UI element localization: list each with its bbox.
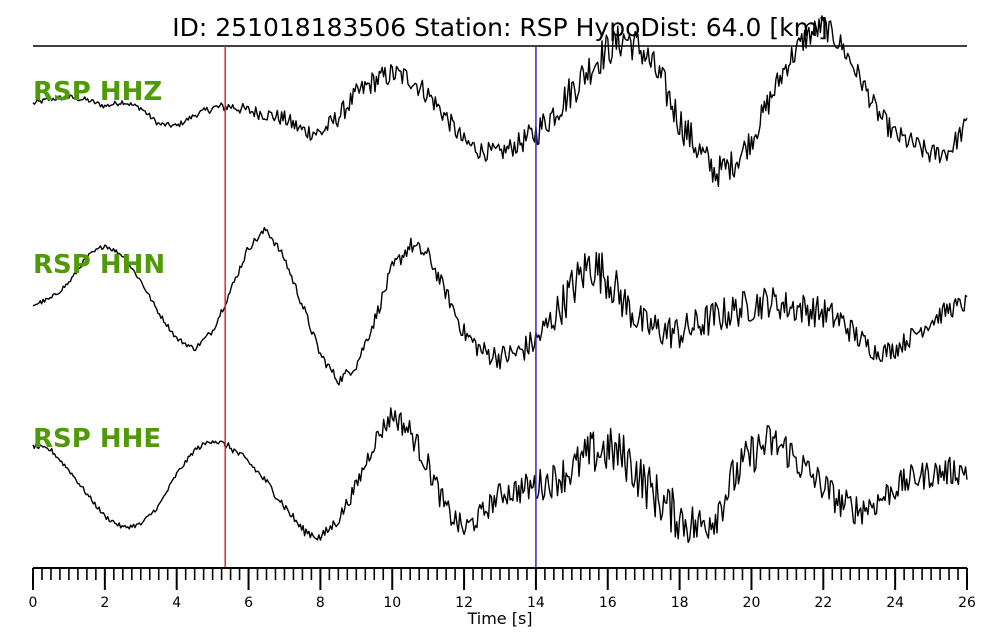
x-tick-label: 2 xyxy=(100,595,109,611)
x-tick-label: 18 xyxy=(671,595,689,611)
x-tick-label: 6 xyxy=(244,595,253,611)
x-tick-label: 20 xyxy=(743,595,761,611)
channel-label-rsp-hhe: RSP HHE xyxy=(33,424,161,454)
x-axis-label: Time [s] xyxy=(466,609,532,628)
trace-rsp-hhz xyxy=(32,15,968,188)
x-tick-label: 16 xyxy=(599,595,617,611)
x-tick-label: 12 xyxy=(455,595,473,611)
x-tick-label: 22 xyxy=(814,595,832,611)
channel-label-rsp-hhn: RSP HHN xyxy=(33,250,165,280)
trace-rsp-hhn xyxy=(32,226,968,386)
x-tick-label: 4 xyxy=(172,595,181,611)
x-tick-label: 26 xyxy=(958,595,976,611)
chart-title: ID: 251018183506 Station: RSP HypoDist: … xyxy=(172,13,827,42)
channel-labels: RSP HHZ RSP HHN RSP HHE xyxy=(33,77,165,454)
channel-label-rsp-hhz: RSP HHZ xyxy=(33,77,162,107)
x-tick-label: 14 xyxy=(527,595,545,611)
pick-lines xyxy=(224,46,537,568)
x-tick-label: 10 xyxy=(383,595,401,611)
x-tick-label: 0 xyxy=(29,595,38,611)
time-axis: 0 2 4 6 8 10 12 14 16 18 20 22 24 26 xyxy=(29,567,976,611)
x-tick-label: 24 xyxy=(886,595,904,611)
trace-rsp-hhe xyxy=(32,407,968,544)
x-tick-label: 8 xyxy=(316,595,325,611)
trace-group xyxy=(32,15,968,544)
